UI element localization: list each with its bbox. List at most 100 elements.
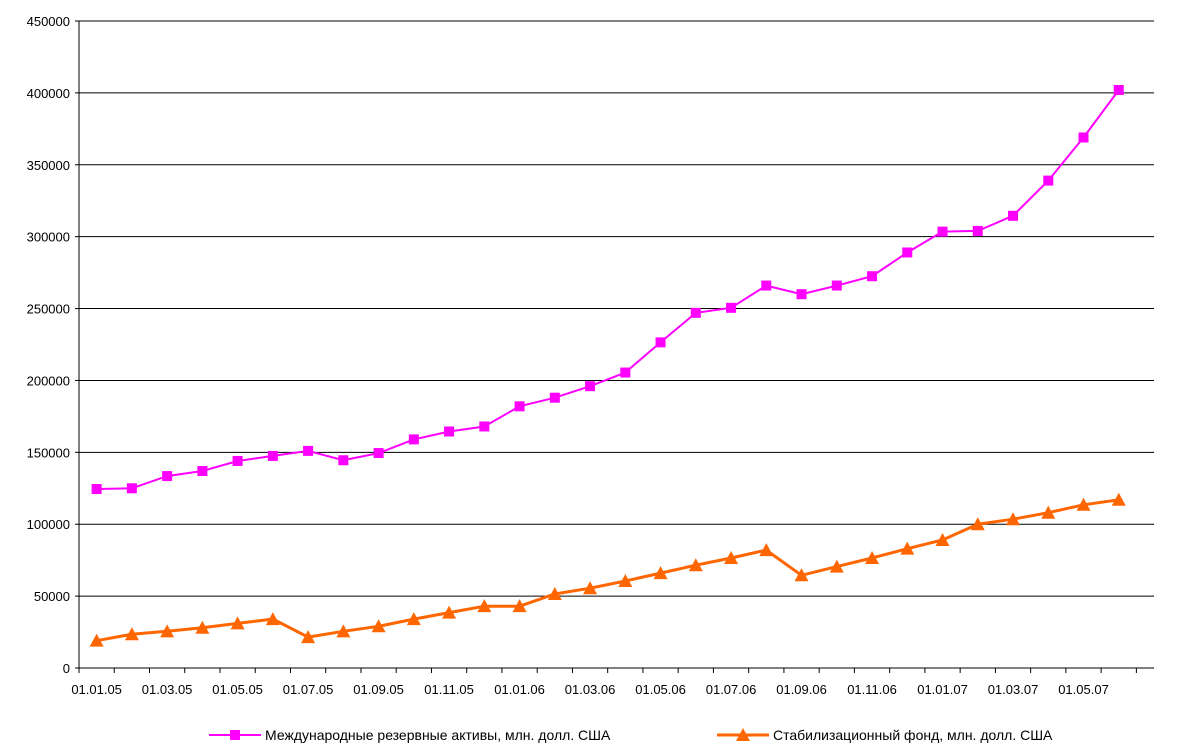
data-point bbox=[831, 280, 842, 291]
data-point bbox=[197, 466, 208, 477]
y-tick-label: 200000 bbox=[27, 373, 70, 388]
data-point bbox=[1111, 492, 1126, 506]
data-point bbox=[900, 541, 915, 555]
x-tick-label: 01.03.05 bbox=[142, 682, 193, 697]
data-point bbox=[970, 517, 985, 531]
series-layer bbox=[89, 85, 1126, 647]
data-point bbox=[512, 599, 527, 613]
data-point bbox=[1076, 497, 1091, 511]
series-2 bbox=[89, 492, 1126, 647]
x-tick-label: 01.03.07 bbox=[988, 682, 1039, 697]
legend-marker bbox=[736, 728, 750, 741]
data-point bbox=[724, 551, 739, 565]
data-point bbox=[1008, 210, 1019, 221]
y-tick-label: 150000 bbox=[27, 445, 70, 460]
y-axis: 0 50000 100000 150000 200000 250000 300000 3500… bbox=[27, 14, 80, 676]
x-tick-label: 01.07.06 bbox=[706, 682, 757, 697]
y-tick-label: 400000 bbox=[27, 86, 70, 101]
y-tick-label: 100000 bbox=[27, 517, 70, 532]
data-point bbox=[688, 558, 703, 572]
data-point bbox=[267, 450, 278, 461]
data-point bbox=[444, 426, 455, 437]
data-point bbox=[514, 401, 525, 412]
data-point bbox=[126, 483, 137, 494]
x-tick-label: 01.01.07 bbox=[917, 682, 968, 697]
y-tick-label: 300000 bbox=[27, 230, 70, 245]
series-line bbox=[96, 89, 1120, 490]
x-tick-label: 01.05.05 bbox=[212, 682, 263, 697]
data-point bbox=[865, 551, 880, 565]
x-tick-label: 01.09.06 bbox=[776, 682, 827, 697]
data-point bbox=[549, 392, 560, 403]
series-line bbox=[96, 498, 1120, 643]
data-point bbox=[477, 599, 492, 613]
data-point bbox=[972, 225, 983, 236]
legend-marker bbox=[230, 730, 240, 740]
data-point bbox=[195, 620, 210, 634]
data-point bbox=[655, 337, 666, 348]
data-point bbox=[1113, 85, 1124, 96]
data-point bbox=[1041, 505, 1056, 519]
x-axis: 01.01.05 01.03.05 01.05.05 01.07.05 01.09.05… bbox=[71, 667, 1154, 697]
data-point bbox=[265, 612, 280, 626]
y-tick-label: 50000 bbox=[34, 589, 70, 604]
data-point bbox=[162, 471, 173, 482]
data-point bbox=[408, 434, 419, 445]
data-point bbox=[338, 455, 349, 466]
data-point bbox=[937, 226, 948, 237]
legend-label: Стабилизационный фонд, млн. долл. США bbox=[773, 727, 1053, 743]
legend-item-1: Международные резервные активы, млн. дол… bbox=[209, 727, 611, 743]
data-point bbox=[303, 445, 314, 456]
x-tick-label: 01.11.06 bbox=[847, 682, 897, 697]
legend: Международные резервные активы, млн. дол… bbox=[209, 727, 1053, 743]
gridlines bbox=[79, 20, 1154, 597]
data-point bbox=[653, 566, 668, 580]
data-point bbox=[796, 289, 807, 300]
data-point bbox=[618, 574, 633, 588]
x-tick-label: 01.09.05 bbox=[353, 682, 404, 697]
data-point bbox=[620, 367, 631, 378]
data-point bbox=[442, 605, 457, 619]
data-point bbox=[794, 568, 809, 582]
x-tick-label: 01.01.05 bbox=[71, 682, 122, 697]
x-tick-label: 01.01.06 bbox=[494, 682, 545, 697]
y-tick-label: 450000 bbox=[27, 14, 70, 29]
series-1 bbox=[91, 85, 1124, 494]
data-point bbox=[124, 627, 139, 641]
data-point bbox=[829, 559, 844, 573]
data-point bbox=[583, 581, 598, 595]
data-point bbox=[1043, 175, 1054, 186]
data-point bbox=[232, 455, 243, 466]
data-point bbox=[91, 483, 102, 494]
data-point bbox=[585, 381, 596, 392]
x-tick-label: 01.11.05 bbox=[424, 682, 474, 697]
data-point bbox=[89, 633, 104, 647]
data-point bbox=[479, 421, 490, 432]
x-tick-label: 01.07.05 bbox=[283, 682, 334, 697]
legend-label: Международные резервные активы, млн. дол… bbox=[265, 727, 611, 743]
data-point bbox=[1006, 512, 1021, 526]
y-tick-label: 350000 bbox=[27, 158, 70, 173]
data-point bbox=[867, 271, 878, 282]
y-tick-label: 0 bbox=[63, 661, 70, 676]
x-tick-label: 01.05.07 bbox=[1058, 682, 1109, 697]
data-point bbox=[160, 624, 175, 638]
data-point bbox=[406, 612, 421, 626]
legend-item-2: Стабилизационный фонд, млн. долл. США bbox=[717, 727, 1053, 743]
data-point bbox=[902, 247, 913, 258]
x-tick-label: 01.03.06 bbox=[565, 682, 616, 697]
data-point bbox=[759, 543, 774, 557]
data-point bbox=[690, 307, 701, 318]
data-point bbox=[230, 616, 245, 630]
data-point bbox=[761, 280, 772, 291]
data-point bbox=[1078, 132, 1089, 143]
data-point bbox=[726, 302, 737, 313]
data-point bbox=[371, 619, 386, 633]
data-point bbox=[547, 586, 562, 600]
data-point bbox=[301, 630, 316, 644]
data-point bbox=[373, 448, 384, 459]
data-point bbox=[935, 533, 950, 547]
x-tick-label: 01.05.06 bbox=[635, 682, 686, 697]
y-tick-label: 250000 bbox=[27, 302, 70, 317]
